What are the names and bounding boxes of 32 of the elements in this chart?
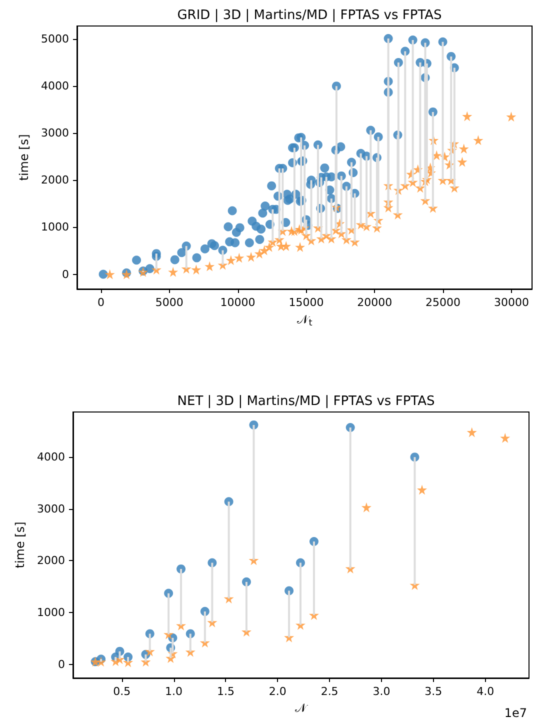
x-tick-label: 1.5 bbox=[216, 685, 234, 698]
x-axis-title: 𝒩 bbox=[295, 700, 309, 715]
x-tick-label: 0 bbox=[97, 296, 104, 309]
y-tick-label: 1000 bbox=[37, 606, 65, 619]
y-tick-label: 0 bbox=[62, 268, 69, 281]
x-tick-label: 3.0 bbox=[372, 685, 390, 698]
x-tick-label: 30000 bbox=[494, 296, 529, 309]
chart-title: GRID | 3D | Martins/MD | FPTAS vs FPTAS bbox=[177, 8, 442, 23]
x-tick-label: 1.0 bbox=[165, 685, 183, 698]
x-tick-label: 2.5 bbox=[320, 685, 338, 698]
y-tick-label: 1000 bbox=[41, 220, 69, 234]
y-tick-label: 4000 bbox=[41, 80, 69, 93]
y-tick-label: 3000 bbox=[37, 502, 65, 516]
x-tick-label: 5000 bbox=[155, 296, 184, 309]
y-tick-label: 2000 bbox=[37, 554, 65, 568]
x-tick-label: 20000 bbox=[357, 296, 392, 309]
x-tick-label: 15000 bbox=[288, 296, 324, 309]
y-tick-label: 4000 bbox=[37, 450, 65, 464]
y-tick-label: 2000 bbox=[41, 174, 69, 187]
text: 1e7 bbox=[504, 706, 528, 720]
x-tick-label: 10000 bbox=[220, 296, 256, 309]
x-tick-label: 3.5 bbox=[424, 685, 442, 698]
y-tick-label: 0 bbox=[58, 658, 65, 671]
x-tick-label: 0.5 bbox=[113, 685, 131, 698]
y-tick-label: 5000 bbox=[41, 32, 69, 46]
x-tick-label: 4.0 bbox=[476, 685, 494, 698]
chart-title: NET | 3D | Martins/MD | FPTAS vs FPTAS bbox=[177, 394, 435, 409]
y-axis-title: time [s] bbox=[17, 134, 32, 181]
y-tick-label: 3000 bbox=[41, 126, 69, 140]
y-axis-title: time [s] bbox=[13, 522, 28, 568]
x-tick-label: 25000 bbox=[426, 296, 461, 309]
x-tick-label: 2.0 bbox=[268, 685, 286, 698]
